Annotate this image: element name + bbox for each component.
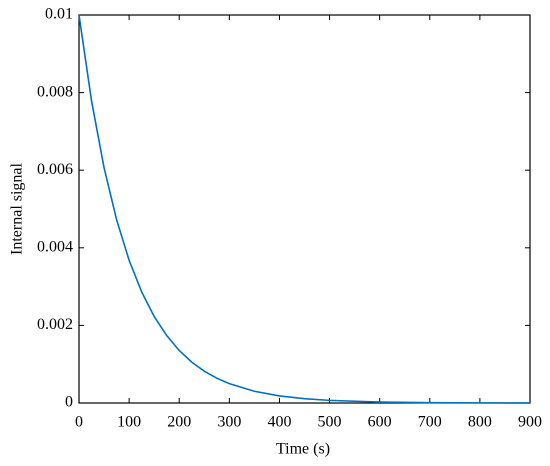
x-tick-label: 200 [167,414,191,431]
x-tick-label: 0 [75,414,83,431]
y-tick-label: 0 [65,394,73,411]
y-tick-label: 0.008 [37,83,73,100]
y-axis-label: Internal signal [9,162,26,255]
x-tick-label: 400 [267,414,291,431]
data-line [78,14,531,404]
x-axis-label: Time (s) [276,441,330,458]
x-tick-label: 700 [418,414,442,431]
x-tick-label: 300 [217,414,241,431]
y-tick-label: 0.004 [37,238,73,255]
x-tick-label: 600 [368,414,392,431]
x-tick-label: 500 [318,414,342,431]
x-tick-label: 100 [117,414,141,431]
plot-frame [78,14,531,404]
x-tick-label: 900 [518,414,542,431]
x-tick-label: 800 [468,414,492,431]
y-tick-label: 0.002 [37,316,73,333]
y-tick-label: 0.006 [37,161,73,178]
y-tick-label: 0.01 [45,6,73,23]
